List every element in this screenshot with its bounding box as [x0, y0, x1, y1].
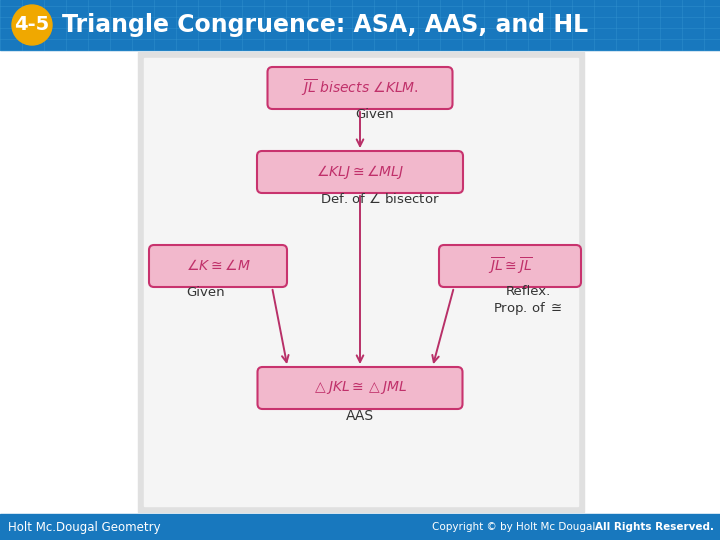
- FancyBboxPatch shape: [149, 245, 287, 287]
- Text: $\overline{JL}$ bisects $\angle KLM.$: $\overline{JL}$ bisects $\angle KLM.$: [301, 77, 419, 99]
- Text: Given: Given: [356, 108, 395, 121]
- Bar: [0, 514, 720, 540]
- Text: Reflex.
Prop. of $\cong$: Reflex. Prop. of $\cong$: [493, 285, 563, 318]
- FancyBboxPatch shape: [257, 151, 463, 193]
- Bar: [144, 58, 578, 506]
- Bar: [138, 52, 584, 512]
- Text: Copyright © by Holt Mc Dougal.: Copyright © by Holt Mc Dougal.: [432, 522, 602, 532]
- Circle shape: [12, 5, 52, 45]
- FancyBboxPatch shape: [439, 245, 581, 287]
- Text: $\overline{JL} \cong \overline{JL}$: $\overline{JL} \cong \overline{JL}$: [487, 255, 533, 276]
- Bar: [0, 0, 720, 50]
- Text: All Rights Reserved.: All Rights Reserved.: [595, 522, 714, 532]
- Text: AAS: AAS: [346, 409, 374, 423]
- FancyBboxPatch shape: [268, 67, 452, 109]
- Text: Holt Mc.Dougal Geometry: Holt Mc.Dougal Geometry: [8, 521, 161, 534]
- Text: Given: Given: [186, 286, 225, 299]
- Text: $\triangle JKL \cong \triangle JML$: $\triangle JKL \cong \triangle JML$: [312, 380, 408, 396]
- FancyBboxPatch shape: [258, 367, 462, 409]
- Text: 4-5: 4-5: [14, 16, 50, 35]
- Text: $\angle KLJ \cong \angle MLJ$: $\angle KLJ \cong \angle MLJ$: [316, 163, 404, 181]
- Text: $\angle K \cong \angle M$: $\angle K \cong \angle M$: [186, 259, 251, 273]
- Text: Def. of $\angle$ bisector: Def. of $\angle$ bisector: [320, 192, 440, 206]
- Text: Triangle Congruence: ASA, AAS, and HL: Triangle Congruence: ASA, AAS, and HL: [62, 13, 588, 37]
